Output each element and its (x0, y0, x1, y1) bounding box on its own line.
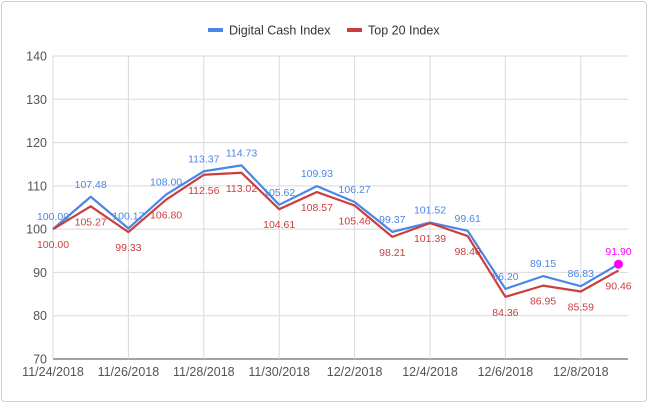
x-tick-label: 11/24/2018 (22, 365, 84, 379)
data-label-digital-cash: 105.62 (263, 187, 295, 199)
data-label-top-20: 105.46 (339, 216, 371, 228)
y-tick-label: 70 (33, 353, 47, 367)
data-label-top-20: 105.27 (75, 216, 107, 228)
data-label-top-20: 85.59 (568, 302, 594, 314)
x-tick-label: 11/28/2018 (173, 365, 235, 379)
data-label-top-20: 112.56 (188, 185, 219, 197)
data-label-digital-cash: 100.00 (37, 211, 69, 223)
data-label-digital-cash: 86.20 (492, 271, 518, 283)
data-label-top-20: 86.95 (530, 296, 556, 308)
x-tick-label: 11/26/2018 (98, 365, 160, 379)
data-label-digital-cash: 106.27 (339, 184, 371, 196)
y-tick-label: 130 (26, 93, 47, 107)
y-tick-label: 100 (26, 223, 47, 237)
legend-swatch-digital-cash (208, 28, 223, 32)
data-label-top-20: 104.61 (263, 219, 295, 231)
data-label-top-20: 106.80 (150, 210, 182, 222)
data-labels: 100.00 107.48 100.17 108.00 113.37 114.73 105.… (37, 147, 632, 318)
data-label-digital-cash: 107.48 (75, 179, 107, 191)
legend: Digital Cash Index Top 20 Index (208, 24, 440, 38)
data-label-digital-cash: 101.52 (414, 205, 446, 217)
data-label-digital-cash: 99.37 (379, 214, 405, 226)
series-line-top-20 (52, 171, 620, 298)
data-label-top-20: 99.33 (115, 242, 141, 254)
data-label-top-20: 90.46 (605, 280, 631, 292)
highlight-point (614, 259, 623, 269)
y-tick-label: 110 (27, 179, 47, 193)
data-label-digital-cash: 86.83 (568, 268, 594, 280)
data-label-top-20: 98.40 (455, 246, 481, 258)
data-label-top-20: 84.36 (492, 307, 518, 319)
x-tick-label: 12/2/2018 (327, 365, 383, 379)
data-label-top-20: 100.00 (37, 239, 69, 251)
x-tick-label: 12/6/2018 (478, 365, 534, 379)
legend-label-digital-cash: Digital Cash Index (229, 24, 331, 38)
data-label-digital-cash: 109.93 (301, 168, 333, 180)
y-tick-label: 140 (26, 50, 47, 64)
data-label-digital-cash: 114.73 (226, 147, 257, 159)
y-tick-label: 90 (33, 266, 47, 280)
series-line-digital-cash (52, 164, 620, 290)
x-axis: 11/24/2018 11/26/2018 11/28/2018 11/30/2018… (22, 365, 608, 379)
y-axis: 70 80 90 100 110 120 130 140 (26, 50, 47, 367)
data-label-digital-cash: 100.17 (112, 210, 144, 222)
data-label-digital-cash: 91.90 (605, 246, 631, 258)
data-label-top-20: 113.02 (226, 183, 257, 195)
data-label-digital-cash: 89.15 (530, 258, 556, 270)
x-tick-label: 12/4/2018 (402, 365, 458, 379)
data-label-digital-cash: 108.00 (150, 177, 182, 189)
data-label-top-20: 101.39 (414, 233, 446, 245)
series-lines (52, 164, 620, 298)
legend-swatch-top-20 (347, 28, 362, 32)
data-label-top-20: 98.21 (379, 247, 405, 259)
y-tick-label: 80 (33, 309, 47, 323)
x-tick-label: 11/30/2018 (248, 365, 310, 379)
data-label-top-20: 108.57 (301, 202, 333, 214)
grid-lines (52, 55, 628, 360)
data-label-digital-cash: 99.61 (455, 213, 481, 225)
x-tick-label: 12/8/2018 (553, 365, 609, 379)
y-tick-label: 120 (26, 136, 47, 150)
legend-label-top-20: Top 20 Index (368, 24, 440, 38)
data-label-digital-cash: 113.37 (188, 153, 219, 165)
